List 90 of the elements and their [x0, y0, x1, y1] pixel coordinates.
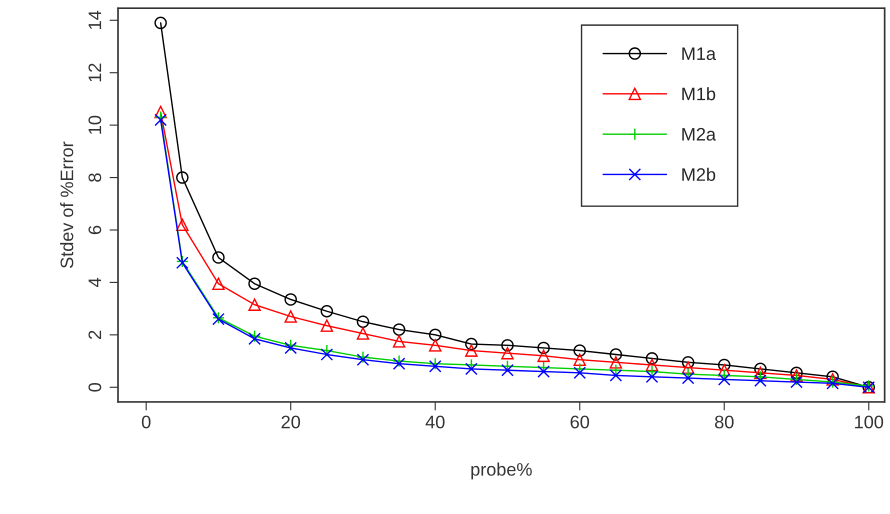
y-tick-label: 0: [88, 382, 102, 392]
point: [248, 298, 261, 311]
x-tick-label: 20: [282, 416, 300, 428]
point: [790, 366, 803, 380]
point: [248, 332, 261, 346]
x-tick-label: 100: [855, 416, 884, 428]
point: [718, 373, 730, 386]
point: [320, 305, 334, 318]
y-tick-label: 10: [88, 116, 102, 134]
point: [573, 362, 586, 376]
point: [356, 350, 370, 364]
point: [392, 354, 406, 368]
legend-label: M1a: [682, 47, 716, 60]
point: [428, 339, 442, 352]
point: [320, 344, 334, 357]
point: [682, 356, 694, 369]
point: [428, 328, 442, 342]
point: [428, 360, 442, 373]
point: [501, 339, 514, 352]
point: [154, 16, 167, 30]
point: [465, 338, 478, 350]
legend-label: M2a: [682, 128, 716, 141]
point: [176, 171, 189, 184]
point: [537, 361, 550, 374]
point: [284, 342, 297, 354]
y-tick-label: 6: [88, 226, 102, 234]
point: [682, 372, 694, 384]
legend-label: M1b: [682, 87, 716, 100]
point: [718, 364, 730, 376]
x-tick-label: 40: [426, 416, 445, 428]
x-tick-label: 80: [714, 416, 734, 428]
y-tick-label: 4: [88, 278, 102, 288]
point: [356, 353, 370, 366]
point: [682, 361, 694, 374]
point: [646, 358, 658, 372]
point: [646, 370, 658, 384]
point: [176, 218, 189, 231]
point: [392, 323, 406, 336]
point: [537, 342, 550, 354]
point: [284, 339, 297, 352]
point: [428, 357, 442, 370]
y-tick-label: 8: [88, 173, 102, 182]
point: [356, 315, 370, 328]
point: [718, 369, 730, 382]
x-tick-label: 0: [142, 416, 151, 428]
point: [790, 376, 803, 388]
y-tick-label: 12: [88, 64, 102, 82]
point: [790, 369, 803, 382]
point: [212, 251, 225, 264]
point: [790, 373, 803, 386]
x-axis-title: probe%: [471, 462, 532, 480]
point: [320, 319, 334, 332]
point: [754, 366, 767, 380]
legend-label: M2b: [682, 168, 716, 181]
y-tick-label: 14: [88, 10, 102, 29]
x-tick-label: 60: [570, 416, 590, 428]
point: [392, 335, 406, 348]
y-tick-label: 2: [88, 330, 102, 339]
point: [501, 360, 514, 373]
point: [392, 357, 406, 370]
point: [537, 350, 550, 362]
point: [610, 348, 622, 361]
point: [646, 352, 658, 365]
point: [465, 362, 478, 376]
point: [154, 111, 167, 124]
point: [248, 277, 261, 290]
point: [754, 374, 767, 387]
point: [826, 373, 839, 386]
point: [501, 364, 514, 376]
point: [356, 327, 370, 340]
point: [754, 370, 767, 384]
point: [284, 293, 297, 306]
point: [610, 369, 622, 382]
point: [154, 106, 167, 118]
point: [212, 277, 225, 290]
point: [465, 344, 478, 357]
point: [154, 114, 167, 126]
point: [754, 362, 767, 376]
point: [320, 348, 334, 361]
point: [573, 353, 586, 366]
point: [465, 358, 478, 372]
point: [501, 346, 514, 360]
point: [573, 366, 586, 380]
point: [284, 310, 297, 323]
point: [682, 368, 694, 380]
point: [537, 365, 550, 378]
point: [248, 330, 261, 342]
point: [610, 356, 622, 369]
point: [573, 344, 586, 357]
y-axis-title: Stdev of %Error: [60, 142, 74, 268]
